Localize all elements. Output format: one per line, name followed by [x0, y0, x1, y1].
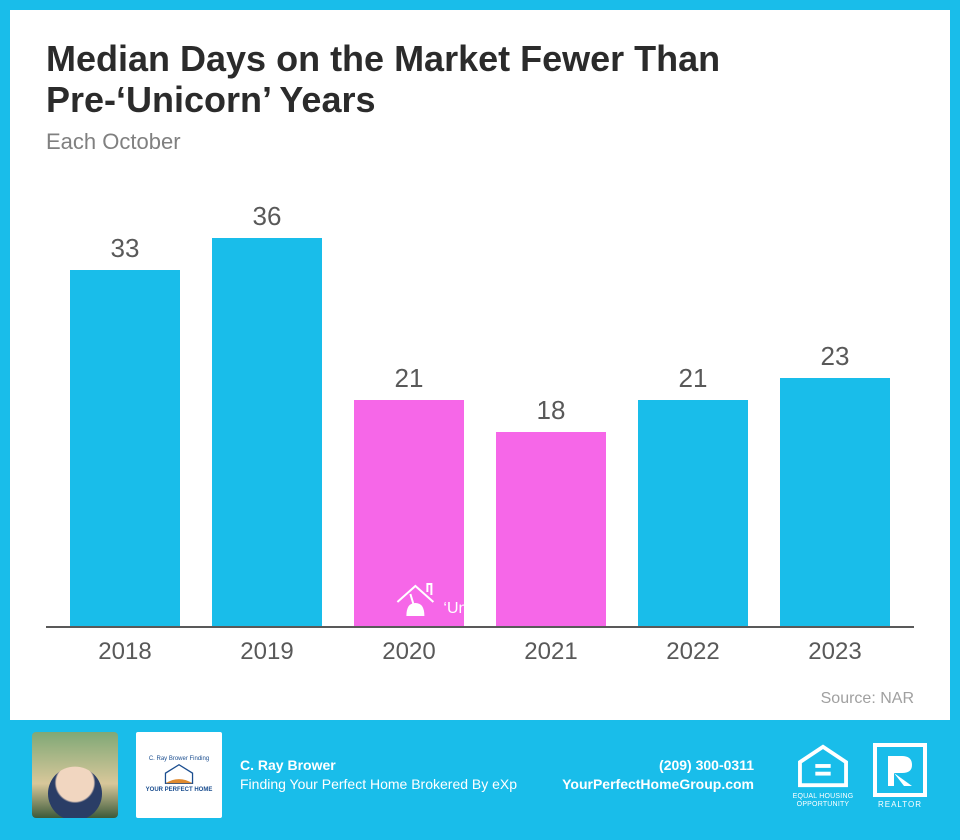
- bars-row: 33 36 21 ‘Unicorn’ Years 18 21 23: [46, 195, 914, 626]
- agent-avatar: [32, 732, 118, 818]
- agent-logo-card: C. Ray Brower Finding YOUR PERFECT HOME: [136, 732, 222, 818]
- bar-slot: 33: [54, 195, 196, 626]
- chart-subtitle: Each October: [46, 129, 914, 155]
- x-axis-label: 2022: [622, 628, 764, 666]
- agent-name: C. Ray Brower: [240, 756, 544, 775]
- bar: [70, 270, 181, 626]
- infographic-frame: Median Days on the Market Fewer Than Pre…: [0, 0, 960, 840]
- logo-line2: YOUR PERFECT HOME: [146, 787, 213, 794]
- unicorn-house-icon: [393, 580, 437, 618]
- bar-slot: 23: [764, 195, 906, 626]
- bar: [638, 400, 749, 626]
- bar-slot: 21: [622, 195, 764, 626]
- agent-phone: (209) 300-0311: [659, 756, 754, 775]
- bar-value-label: 21: [679, 363, 708, 394]
- bar-value-label: 23: [821, 341, 850, 372]
- equal-housing-icon: EQUAL HOUSING OPPORTUNITY: [792, 741, 854, 808]
- x-axis-label: 2019: [196, 628, 338, 666]
- bar-value-label: 33: [111, 233, 140, 264]
- x-axis-label: 2020: [338, 628, 480, 666]
- agent-info: C. Ray Brower Finding Your Perfect Home …: [240, 756, 544, 794]
- bar-value-label: 21: [395, 363, 424, 394]
- bar-value-label: 18: [537, 395, 566, 426]
- bar: [212, 238, 323, 626]
- x-axis: 201820192020202120222023: [46, 628, 914, 676]
- x-axis-label: 2023: [764, 628, 906, 666]
- footer-bar: C. Ray Brower Finding YOUR PERFECT HOME …: [10, 720, 950, 830]
- content-area: Median Days on the Market Fewer Than Pre…: [10, 10, 950, 686]
- chart-plot-area: 33 36 21 ‘Unicorn’ Years 18 21 23: [46, 195, 914, 628]
- contact-info: (209) 300-0311 YourPerfectHomeGroup.com: [562, 756, 754, 794]
- bar-value-label: 36: [253, 201, 282, 232]
- chart-container: 333621 ‘Unicorn’ Years182123 20182019202…: [46, 195, 914, 676]
- agent-website: YourPerfectHomeGroup.com: [562, 775, 754, 794]
- bar: [496, 432, 607, 626]
- bar: [780, 378, 891, 626]
- bar-slot: 36: [196, 195, 338, 626]
- logo-line1: C. Ray Brower Finding: [149, 756, 209, 763]
- bar: ‘Unicorn’ Years: [354, 400, 465, 626]
- logo-house-icon: [162, 763, 196, 785]
- chart-title: Median Days on the Market Fewer Than Pre…: [46, 38, 914, 121]
- bar-slot: 21 ‘Unicorn’ Years: [338, 195, 480, 626]
- realtor-icon: REALTOR: [872, 742, 928, 809]
- x-axis-label: 2018: [54, 628, 196, 666]
- source-attribution: Source: NAR: [10, 686, 950, 720]
- x-axis-label: 2021: [480, 628, 622, 666]
- agent-tagline: Finding Your Perfect Home Brokered By eX…: [240, 775, 544, 794]
- bar-slot: 18: [480, 195, 622, 626]
- equal-housing-label: EQUAL HOUSING OPPORTUNITY: [793, 793, 854, 808]
- realtor-label: REALTOR: [878, 800, 922, 809]
